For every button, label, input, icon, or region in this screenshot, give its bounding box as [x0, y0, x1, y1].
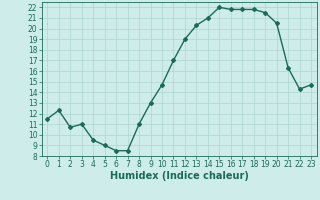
X-axis label: Humidex (Indice chaleur): Humidex (Indice chaleur) [110, 171, 249, 181]
